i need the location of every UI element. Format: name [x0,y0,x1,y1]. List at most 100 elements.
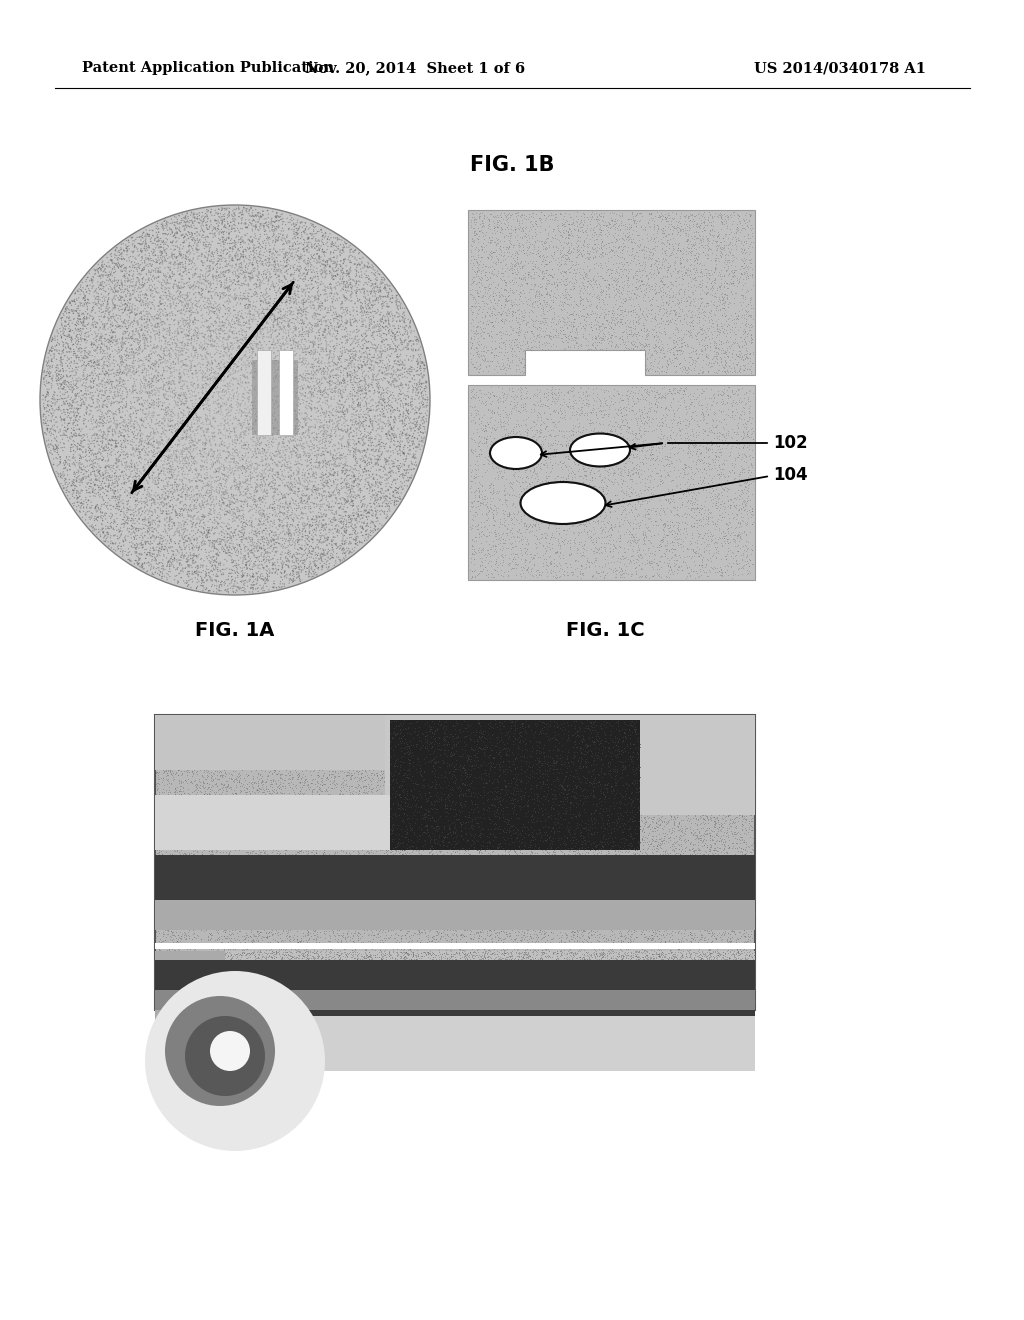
Point [365,416,381,437]
Point [263,960,280,981]
Point [168,972,184,993]
Point [480,706,497,727]
Point [246,751,262,772]
Point [623,739,639,760]
Point [314,474,331,495]
Point [570,725,587,746]
Point [454,972,470,993]
Point [244,816,260,837]
Point [740,434,757,455]
Point [210,294,226,315]
Point [328,425,344,446]
Point [621,447,637,469]
Point [65,334,81,355]
Point [470,304,486,325]
Point [644,958,660,979]
Point [511,796,527,817]
Point [454,983,470,1005]
Point [530,968,547,989]
Point [621,783,637,804]
Point [526,275,543,296]
Point [634,946,650,968]
Point [720,738,736,759]
Point [543,244,559,265]
Point [224,824,241,845]
Point [396,982,413,1003]
Point [268,941,285,962]
Point [83,457,99,478]
Point [706,734,722,755]
Point [697,459,714,480]
Point [282,494,298,515]
Point [256,528,272,549]
Point [387,783,403,804]
Point [558,979,574,1001]
Point [657,884,674,906]
Point [679,223,695,244]
Point [339,474,355,495]
Point [395,466,412,487]
Point [378,836,394,857]
Point [300,709,316,730]
Point [60,417,77,438]
Point [364,375,380,396]
Point [561,776,578,797]
Point [267,734,284,755]
Point [435,985,452,1006]
Point [607,866,624,887]
Point [604,942,621,964]
Point [127,466,143,487]
Point [226,209,243,230]
Point [230,304,247,325]
Point [197,463,213,484]
Point [341,424,357,445]
Point [487,541,504,562]
Point [549,758,565,779]
Point [384,962,400,983]
Point [680,972,696,993]
Point [237,972,253,993]
Point [604,239,621,260]
Point [244,343,260,364]
Point [504,902,520,923]
Point [651,438,668,459]
Point [216,216,232,238]
Point [284,359,300,380]
Point [294,979,310,1001]
Point [186,771,203,792]
Point [321,405,337,426]
Point [652,867,669,888]
Point [398,461,415,482]
Point [312,964,329,985]
Point [698,346,715,367]
Point [114,275,130,296]
Point [214,902,230,923]
Point [515,396,531,417]
Point [151,803,167,824]
Point [490,834,507,855]
Point [511,213,527,234]
Point [182,457,199,478]
Point [610,458,627,479]
Point [330,323,346,345]
Point [623,978,639,999]
Point [617,462,634,483]
Point [65,413,81,434]
Point [507,962,523,983]
Point [550,739,566,760]
Point [335,999,351,1020]
Point [265,987,282,1008]
Point [665,787,681,808]
Point [163,894,179,915]
Point [502,836,518,857]
Point [536,821,552,842]
Point [196,290,212,312]
Point [539,282,555,304]
Point [657,414,674,436]
Point [467,832,483,853]
Point [605,318,622,339]
Point [373,455,389,477]
Point [159,957,175,978]
Point [152,993,168,1014]
Point [665,437,681,458]
